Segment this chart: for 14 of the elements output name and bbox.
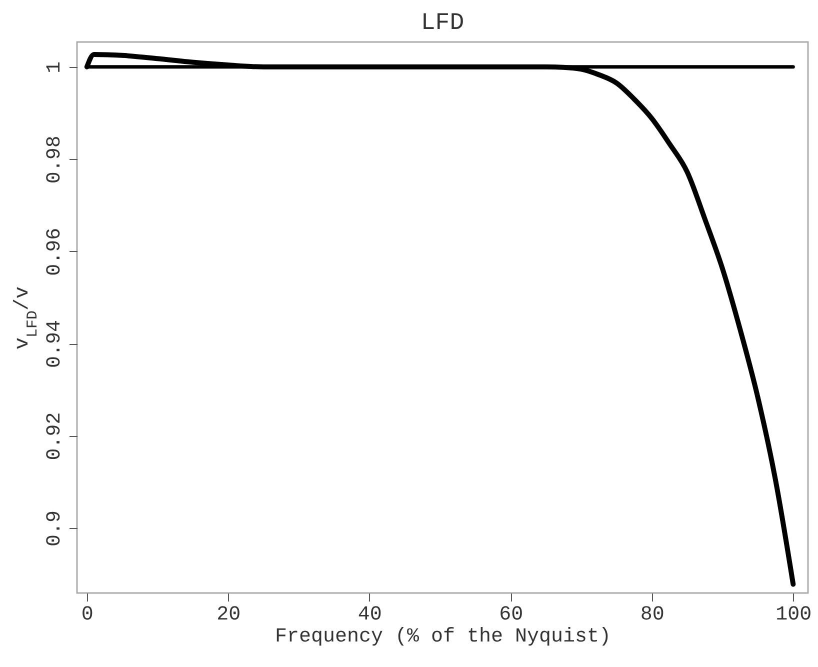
x-tick-label: 40	[358, 604, 382, 626]
chart-title: LFD	[420, 10, 464, 37]
x-tick-label: 20	[216, 604, 241, 626]
x-axis-title: Frequency (% of the Nyquist)	[274, 626, 612, 648]
y-tick-label: 0.92	[44, 412, 66, 460]
y-tick-label: 0.94	[44, 320, 66, 368]
x-tick-label: 0	[81, 604, 94, 626]
x-tick-label: 80	[640, 604, 664, 626]
y-tick-label: 0.98	[44, 136, 66, 184]
x-tick-label: 100	[776, 604, 812, 626]
y-tick-label: 0.96	[44, 228, 66, 276]
y-tick-label: 0.9	[44, 510, 66, 546]
x-tick-label: 60	[499, 604, 524, 626]
y-tick-label: 1	[44, 61, 66, 74]
